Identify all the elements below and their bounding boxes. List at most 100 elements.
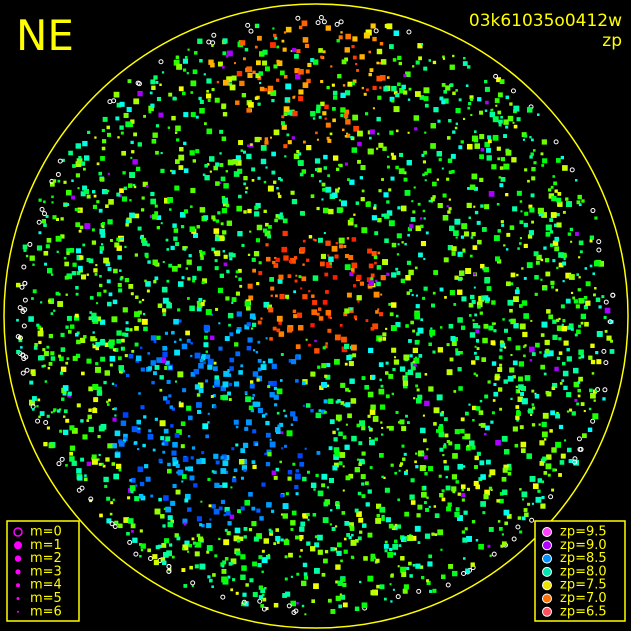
- star: [247, 208, 252, 214]
- star: [192, 279, 196, 283]
- star: [303, 572, 308, 576]
- star: [447, 210, 451, 214]
- star: [143, 415, 147, 419]
- star: [204, 163, 208, 168]
- star: [163, 495, 169, 501]
- star: [414, 266, 418, 270]
- star: [282, 218, 288, 224]
- star: [560, 304, 565, 309]
- star: [258, 271, 263, 275]
- star: [275, 528, 280, 532]
- star: [253, 536, 259, 542]
- star: [228, 398, 232, 402]
- star: [135, 359, 140, 363]
- star: [319, 261, 325, 267]
- star: [257, 35, 262, 41]
- star: [255, 60, 261, 66]
- star: [261, 593, 265, 597]
- star: [389, 44, 394, 49]
- star: [51, 195, 54, 199]
- star: [170, 424, 174, 428]
- star: [537, 478, 543, 483]
- star: [447, 244, 454, 251]
- star: [248, 405, 254, 411]
- star: [497, 520, 501, 523]
- star: [568, 459, 573, 463]
- star: [379, 75, 386, 81]
- star: [318, 316, 324, 321]
- star: [590, 208, 596, 214]
- star: [240, 554, 246, 560]
- star: [347, 178, 350, 182]
- star: [488, 325, 494, 331]
- star: [144, 464, 149, 469]
- star: [176, 138, 180, 142]
- star: [226, 220, 233, 226]
- star: [31, 407, 35, 411]
- star: [287, 469, 293, 475]
- star: [38, 198, 42, 202]
- star: [540, 364, 546, 370]
- star: [258, 81, 262, 85]
- star: [529, 359, 533, 362]
- star: [424, 179, 427, 182]
- star: [308, 343, 311, 347]
- star: [228, 82, 233, 86]
- star: [112, 498, 115, 501]
- star: [407, 226, 412, 232]
- star: [461, 498, 465, 502]
- star: [22, 280, 28, 286]
- star: [388, 188, 392, 192]
- star: [164, 197, 170, 204]
- star: [231, 75, 237, 81]
- star: [274, 36, 278, 40]
- star: [401, 84, 406, 90]
- star: [470, 294, 475, 300]
- star: [314, 168, 319, 172]
- star: [512, 206, 518, 212]
- star: [311, 294, 315, 298]
- star: [498, 176, 501, 179]
- star: [488, 474, 492, 478]
- star: [118, 468, 122, 472]
- star: [302, 562, 308, 568]
- star: [541, 139, 547, 145]
- star: [293, 290, 297, 294]
- star: [28, 316, 34, 322]
- star: [299, 247, 306, 253]
- star: [409, 289, 413, 293]
- star: [317, 307, 322, 311]
- legend-symbol: [542, 580, 552, 591]
- star: [572, 459, 578, 465]
- star: [175, 55, 180, 60]
- star: [378, 142, 384, 148]
- star: [587, 427, 593, 433]
- star: [442, 193, 447, 198]
- star: [400, 462, 404, 466]
- star: [415, 294, 419, 297]
- star: [370, 590, 376, 596]
- star: [395, 322, 401, 328]
- star: [203, 122, 207, 126]
- star: [99, 228, 106, 235]
- star: [294, 279, 298, 283]
- star: [459, 277, 463, 281]
- star: [385, 517, 391, 523]
- star: [182, 544, 189, 551]
- star: [474, 186, 478, 191]
- star: [360, 460, 365, 465]
- star: [271, 170, 276, 175]
- star: [273, 64, 278, 69]
- star: [557, 201, 563, 207]
- star: [230, 588, 234, 592]
- star: [466, 143, 473, 150]
- star: [160, 168, 165, 173]
- star: [251, 460, 256, 464]
- star: [507, 299, 514, 306]
- star: [91, 316, 98, 322]
- star: [177, 371, 184, 378]
- star: [493, 235, 500, 242]
- star: [95, 264, 98, 267]
- star: [356, 511, 362, 517]
- star: [243, 182, 247, 186]
